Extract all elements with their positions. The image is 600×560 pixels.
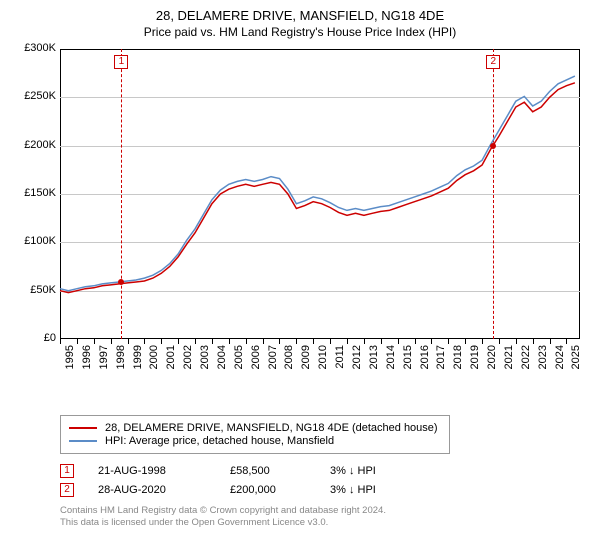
data-point-pct: 3% ↓ HPI — [330, 465, 440, 477]
legend-item: 28, DELAMERE DRIVE, MANSFIELD, NG18 4DE … — [69, 422, 441, 434]
data-point-marker-icon: 2 — [60, 483, 74, 497]
reference-marker-icon: 1 — [114, 55, 128, 69]
license-line: Contains HM Land Registry data © Crown c… — [60, 505, 586, 517]
data-point-row: 1 21-AUG-1998 £58,500 3% ↓ HPI — [60, 464, 586, 478]
data-points-table: 1 21-AUG-1998 £58,500 3% ↓ HPI 2 28-AUG-… — [60, 464, 586, 497]
chart-subtitle: Price paid vs. HM Land Registry's House … — [14, 25, 586, 39]
reference-marker-icon: 2 — [486, 55, 500, 69]
chart-title: 28, DELAMERE DRIVE, MANSFIELD, NG18 4DE — [14, 8, 586, 23]
license-text: Contains HM Land Registry data © Crown c… — [60, 505, 586, 530]
data-point-pct: 3% ↓ HPI — [330, 484, 440, 496]
legend-label: 28, DELAMERE DRIVE, MANSFIELD, NG18 4DE … — [105, 422, 438, 434]
series-line — [60, 83, 575, 293]
series-lines — [14, 45, 586, 377]
data-point-date: 21-AUG-1998 — [98, 465, 206, 477]
data-point-price: £58,500 — [230, 465, 306, 477]
data-point-date: 28-AUG-2020 — [98, 484, 206, 496]
legend-item: HPI: Average price, detached house, Mans… — [69, 435, 441, 447]
series-line — [60, 76, 575, 291]
license-line: This data is licensed under the Open Gov… — [60, 517, 586, 529]
legend-label: HPI: Average price, detached house, Mans… — [105, 435, 334, 447]
legend-swatch-icon — [69, 427, 97, 429]
data-point-marker-icon: 1 — [60, 464, 74, 478]
chart-area: £0£50K£100K£150K£200K£250K£300K199519961… — [14, 45, 586, 377]
data-point-dot — [490, 143, 496, 149]
legend-swatch-icon — [69, 440, 97, 442]
data-point-row: 2 28-AUG-2020 £200,000 3% ↓ HPI — [60, 483, 586, 497]
legend-box: 28, DELAMERE DRIVE, MANSFIELD, NG18 4DE … — [60, 415, 450, 454]
data-point-price: £200,000 — [230, 484, 306, 496]
